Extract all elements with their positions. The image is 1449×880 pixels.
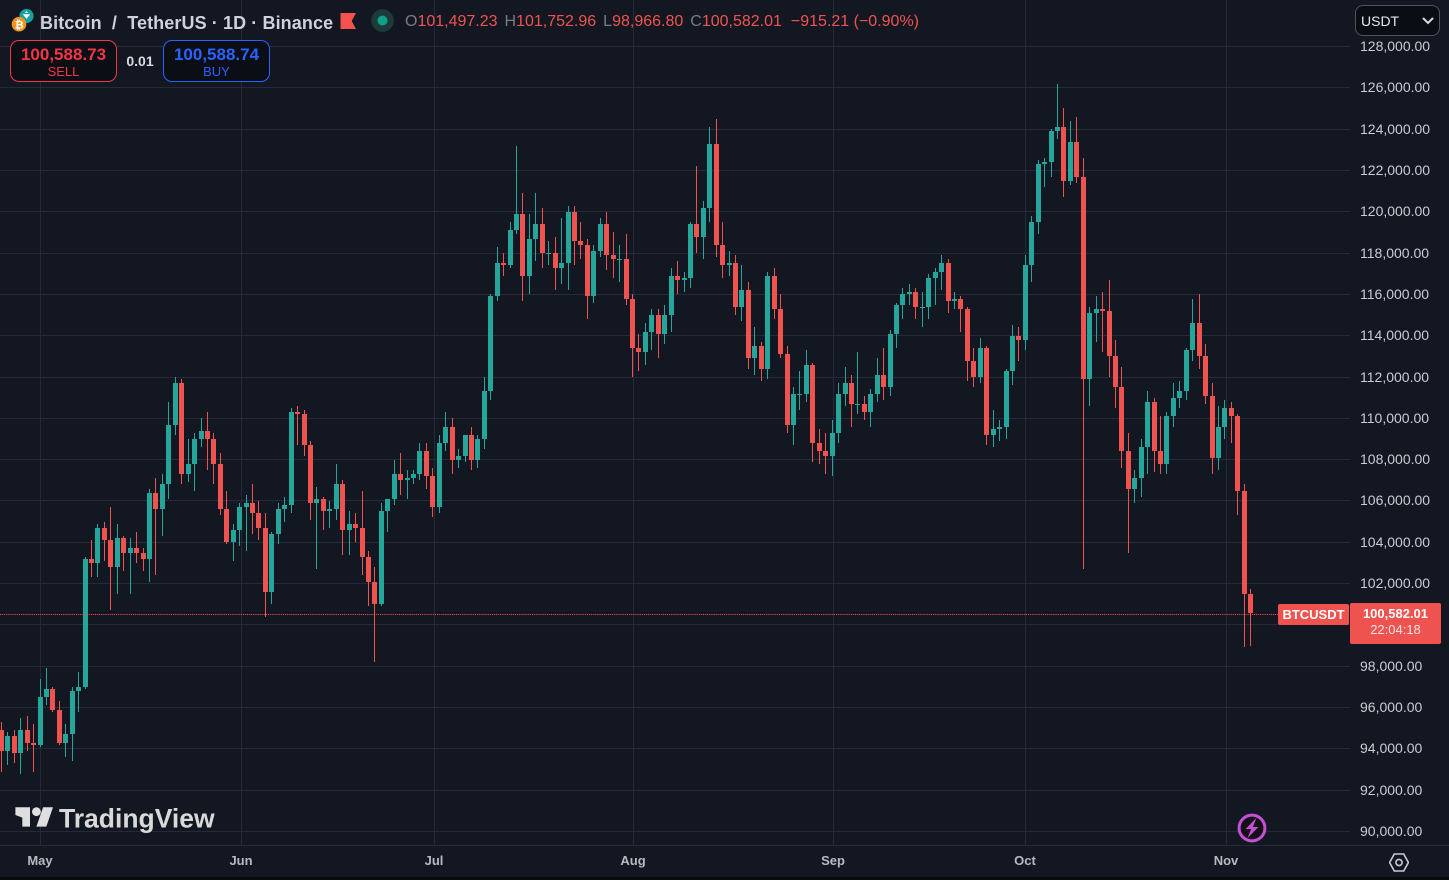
svg-text:₿: ₿	[15, 19, 24, 31]
svg-text:TradingView: TradingView	[59, 804, 215, 834]
